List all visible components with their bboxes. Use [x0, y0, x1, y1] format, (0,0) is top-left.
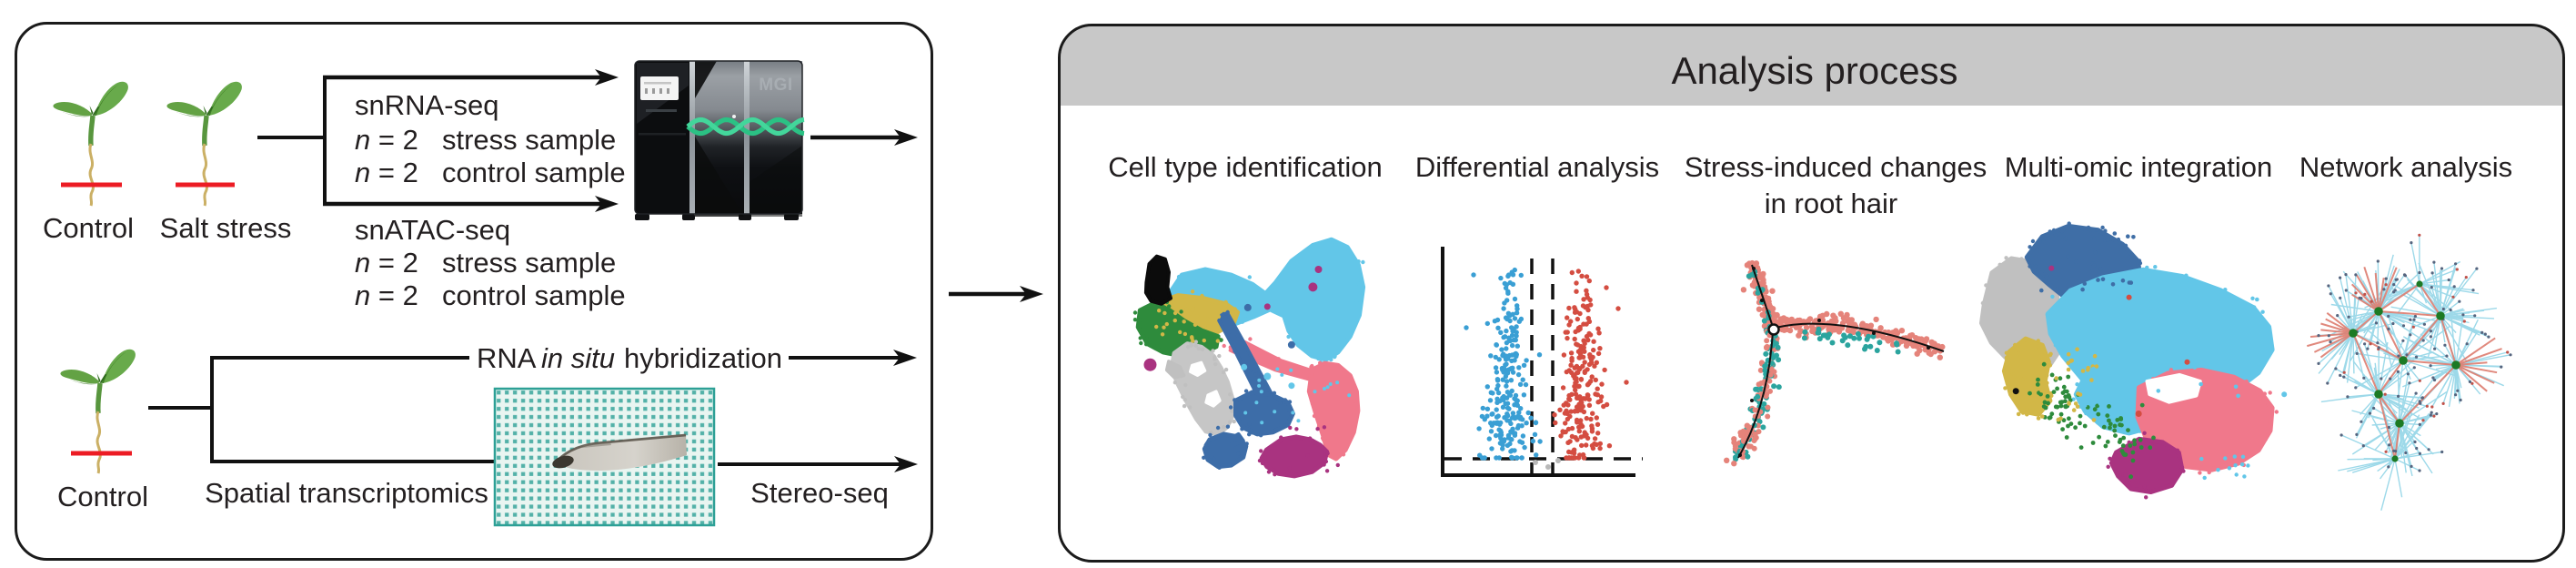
svg-text:in situ: in situ [541, 342, 615, 374]
svg-text:Differential analysis: Differential analysis [1415, 151, 1659, 183]
svg-text:Network analysis: Network analysis [2299, 151, 2512, 183]
svg-text:Cell type identification: Cell type identification [1108, 151, 1383, 183]
svg-text:stress sample: stress sample [442, 247, 616, 279]
svg-text:n = 2: n = 2 [355, 247, 418, 279]
svg-text:in root hair: in root hair [1765, 188, 1897, 219]
svg-text:control sample: control sample [442, 157, 626, 188]
svg-text:Spatial transcriptomics: Spatial transcriptomics [205, 477, 488, 509]
svg-text:snRNA-seq: snRNA-seq [355, 89, 499, 121]
svg-text:Control: Control [43, 212, 134, 244]
svg-text:snATAC-seq: snATAC-seq [355, 214, 510, 246]
svg-text:hybridization: hybridization [624, 342, 782, 374]
svg-text:Analysis process: Analysis process [1671, 49, 1957, 92]
svg-text:n = 2: n = 2 [355, 157, 418, 188]
svg-text:Control: Control [57, 481, 148, 512]
svg-text:RNA: RNA [477, 342, 537, 374]
svg-text:n = 2: n = 2 [355, 279, 418, 311]
svg-text:Stress-induced changes: Stress-induced changes [1685, 151, 1987, 183]
svg-text:stress sample: stress sample [442, 124, 616, 156]
svg-text:Salt stress: Salt stress [160, 212, 292, 244]
svg-text:n = 2: n = 2 [355, 124, 418, 156]
svg-text:MGI: MGI [759, 76, 792, 95]
svg-text:Multi-omic integration: Multi-omic integration [2005, 151, 2273, 183]
svg-text:Stereo-seq: Stereo-seq [750, 477, 889, 509]
svg-text:control sample: control sample [442, 279, 626, 311]
